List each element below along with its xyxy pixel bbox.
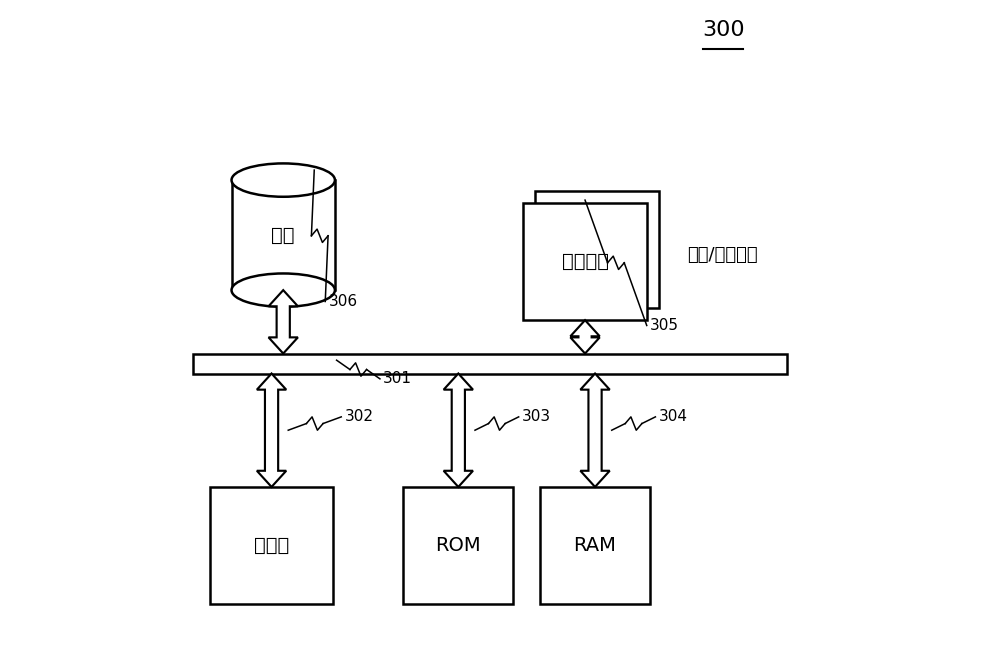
- Bar: [540, 487, 650, 604]
- Ellipse shape: [232, 273, 335, 307]
- Polygon shape: [257, 374, 286, 487]
- Polygon shape: [269, 290, 298, 354]
- Text: 硬盘: 硬盘: [271, 225, 295, 245]
- Polygon shape: [444, 374, 473, 487]
- Bar: [403, 487, 513, 604]
- Text: 300: 300: [702, 20, 745, 40]
- Text: 306: 306: [329, 294, 358, 309]
- Ellipse shape: [232, 163, 335, 197]
- Text: 303: 303: [522, 410, 551, 424]
- Text: RAM: RAM: [574, 536, 616, 555]
- Bar: [523, 203, 647, 320]
- Bar: [210, 487, 333, 604]
- Polygon shape: [570, 320, 600, 354]
- Bar: [232, 180, 335, 290]
- Text: 301: 301: [383, 372, 412, 386]
- Text: ROM: ROM: [436, 536, 481, 555]
- Text: 处理器: 处理器: [254, 536, 289, 555]
- Bar: [535, 191, 659, 308]
- Polygon shape: [580, 374, 610, 487]
- Text: 302: 302: [345, 410, 374, 424]
- Text: 来自/去往网络: 来自/去往网络: [687, 247, 757, 264]
- Text: 304: 304: [659, 410, 688, 424]
- Bar: [193, 354, 787, 374]
- Text: 通信端口: 通信端口: [562, 252, 609, 271]
- Text: 305: 305: [650, 318, 679, 333]
